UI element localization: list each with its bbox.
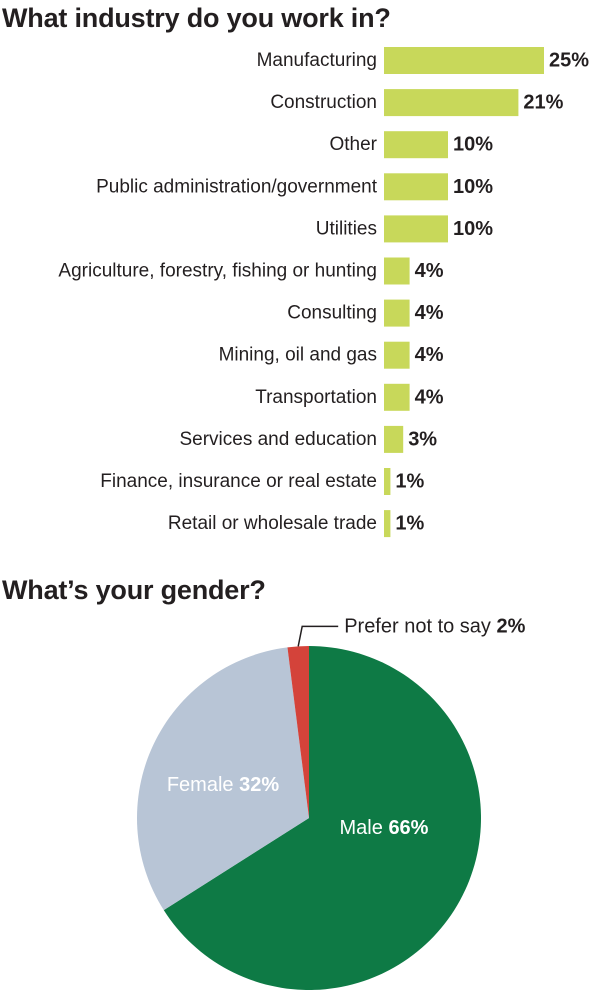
category-label: Other [329, 134, 377, 155]
industry-chart-title: What industry do you work in? [2, 3, 391, 33]
slice-label: Prefer not to say 2% [344, 615, 525, 637]
category-label: Transportation [255, 387, 377, 408]
category-label: Finance, insurance or real estate [100, 471, 377, 492]
gender-chart-title: What’s your gender? [2, 575, 266, 605]
bar [384, 383, 410, 411]
category-label: Consulting [287, 303, 377, 324]
bar [384, 131, 448, 159]
value-label: 3% [408, 428, 437, 450]
value-label: 4% [415, 344, 444, 366]
leader-line [297, 625, 339, 647]
category-label: Utilities [316, 218, 377, 239]
bar [384, 299, 410, 327]
value-label: 4% [415, 260, 444, 282]
slice-name: Prefer not to say [344, 615, 491, 637]
slice-value: 66% [388, 817, 428, 839]
slice-label: Male 66% [340, 817, 429, 839]
slice-name: Female [167, 774, 234, 796]
bar [384, 425, 404, 453]
category-label: Mining, oil and gas [219, 345, 377, 366]
value-label: 10% [453, 176, 493, 198]
pie-slice [287, 646, 309, 818]
pie-slice [163, 646, 481, 991]
category-label: Services and education [179, 429, 377, 450]
value-label: 4% [415, 302, 444, 324]
category-label: Retail or wholesale trade [168, 513, 377, 534]
bar [384, 468, 391, 495]
bar [384, 341, 410, 369]
slice-value: 32% [239, 774, 279, 796]
value-label: 21% [523, 92, 563, 114]
bar [384, 173, 448, 201]
slice-label: Female 32% [167, 774, 280, 796]
pie-slice [137, 647, 309, 911]
category-label: Agriculture, forestry, fishing or huntin… [58, 261, 377, 282]
category-label: Manufacturing [257, 50, 377, 71]
bar [384, 215, 448, 243]
value-label: 10% [453, 218, 493, 240]
value-label: 1% [395, 513, 424, 535]
bar [384, 510, 391, 538]
value-label: 25% [549, 50, 589, 72]
category-label: Public administration/government [96, 176, 378, 197]
slice-name: Male [340, 817, 383, 839]
bar [384, 257, 410, 285]
bar [384, 47, 544, 74]
value-label: 1% [395, 471, 424, 493]
value-label: 10% [453, 134, 493, 156]
value-label: 4% [415, 386, 444, 408]
category-label: Construction [270, 92, 377, 113]
bar [384, 89, 519, 117]
slice-value: 2% [497, 615, 526, 637]
industry-bar-chart: Manufacturing 25% Construction 21% Other 10% P… [58, 47, 589, 538]
